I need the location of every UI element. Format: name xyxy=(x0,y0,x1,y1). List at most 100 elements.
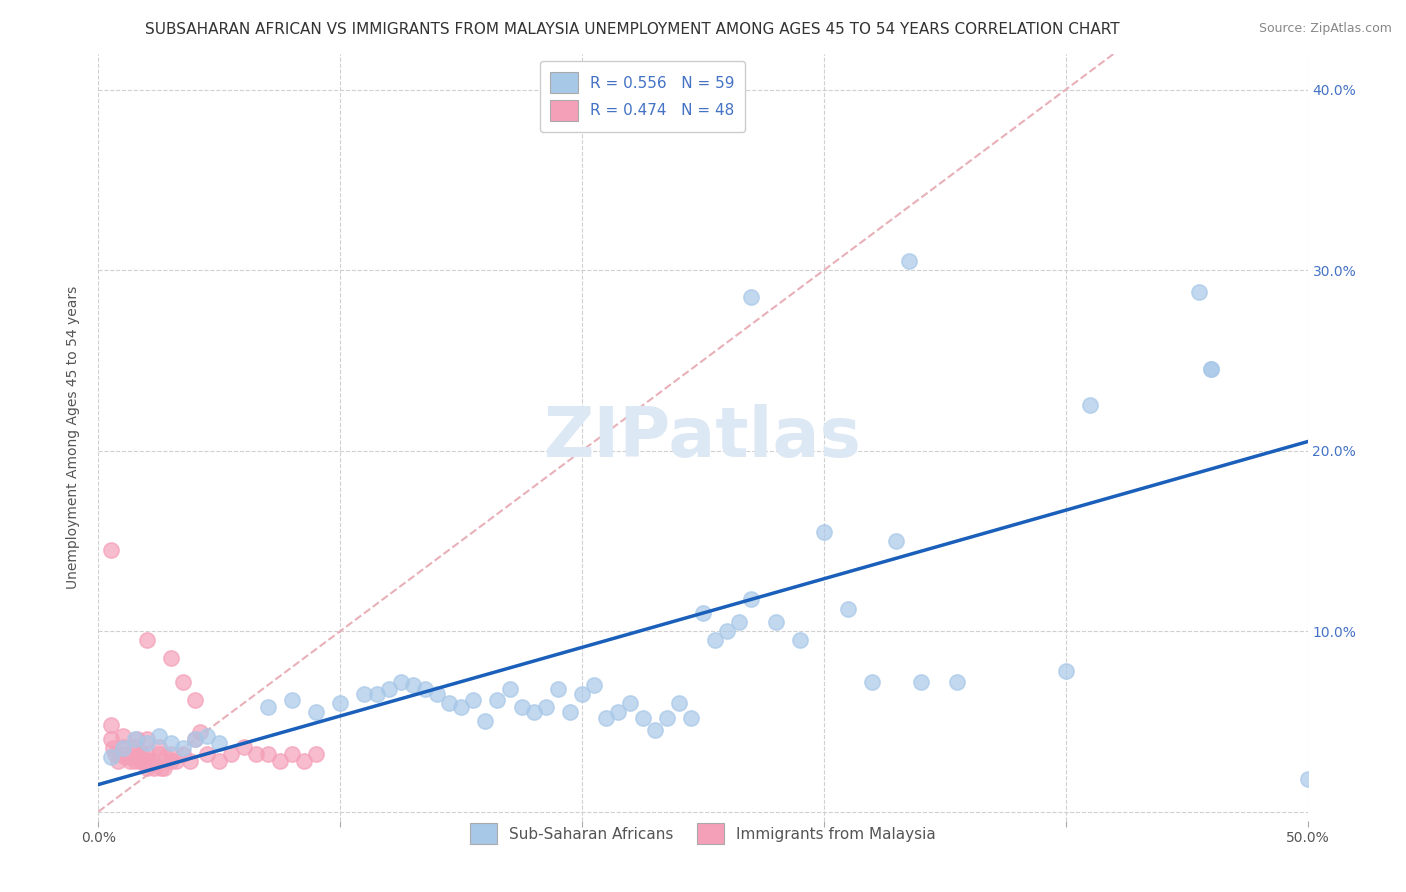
Legend: Sub-Saharan Africans, Immigrants from Malaysia: Sub-Saharan Africans, Immigrants from Ma… xyxy=(460,813,946,855)
Point xyxy=(148,729,170,743)
Point xyxy=(728,615,751,629)
Point xyxy=(208,736,231,750)
Point xyxy=(160,754,183,768)
Point xyxy=(655,711,678,725)
Point xyxy=(607,706,630,720)
Point xyxy=(131,754,153,768)
Point xyxy=(281,747,304,761)
Point xyxy=(389,674,412,689)
Point xyxy=(450,700,472,714)
Point xyxy=(152,761,174,775)
Point xyxy=(716,624,738,639)
Point xyxy=(143,761,166,775)
Point xyxy=(135,747,157,761)
Point xyxy=(281,692,304,706)
Point xyxy=(184,692,207,706)
Point xyxy=(111,729,134,743)
Point xyxy=(837,602,859,616)
Point xyxy=(100,542,122,557)
Point xyxy=(101,741,124,756)
Point xyxy=(583,678,606,692)
Point xyxy=(135,761,157,775)
Point xyxy=(474,714,496,729)
Point xyxy=(118,754,141,768)
Point xyxy=(138,754,160,768)
Point xyxy=(172,674,194,689)
Point xyxy=(860,674,883,689)
Point xyxy=(114,750,136,764)
Y-axis label: Unemployment Among Ages 45 to 54 years: Unemployment Among Ages 45 to 54 years xyxy=(66,285,80,589)
Point xyxy=(269,754,291,768)
Point xyxy=(111,741,134,756)
Point xyxy=(232,739,254,754)
Point xyxy=(127,747,149,761)
Point xyxy=(172,741,194,756)
Point xyxy=(148,747,170,761)
Point xyxy=(165,754,187,768)
Point xyxy=(1296,772,1319,786)
Point xyxy=(184,732,207,747)
Point xyxy=(124,732,146,747)
Point xyxy=(127,732,149,747)
Text: ZIPatlas: ZIPatlas xyxy=(544,403,862,471)
Point xyxy=(195,747,218,761)
Point xyxy=(208,754,231,768)
Point xyxy=(910,674,932,689)
Point xyxy=(765,615,787,629)
Point xyxy=(292,754,315,768)
Point xyxy=(256,700,278,714)
Point xyxy=(107,754,129,768)
Point xyxy=(463,692,485,706)
Point xyxy=(619,696,641,710)
Text: SUBSAHARAN AFRICAN VS IMMIGRANTS FROM MALAYSIA UNEMPLOYMENT AMONG AGES 45 TO 54 : SUBSAHARAN AFRICAN VS IMMIGRANTS FROM MA… xyxy=(145,22,1121,37)
Point xyxy=(558,706,581,720)
Point xyxy=(100,718,122,732)
Point xyxy=(498,681,520,696)
Point xyxy=(692,606,714,620)
Point xyxy=(668,696,690,710)
Point xyxy=(595,711,617,725)
Point xyxy=(155,750,177,764)
Point xyxy=(179,754,201,768)
Point xyxy=(135,732,157,747)
Point xyxy=(135,633,157,648)
Point xyxy=(111,739,134,754)
Point xyxy=(366,687,388,701)
Point xyxy=(100,732,122,747)
Point xyxy=(1054,664,1077,678)
Point xyxy=(1199,362,1222,376)
Point xyxy=(789,633,811,648)
Point xyxy=(426,687,449,701)
Point xyxy=(100,750,122,764)
Point xyxy=(437,696,460,710)
Point xyxy=(150,761,173,775)
Point xyxy=(128,754,150,768)
Point xyxy=(679,711,702,725)
Point xyxy=(135,736,157,750)
Point xyxy=(245,747,267,761)
Point xyxy=(571,687,593,701)
Point xyxy=(121,750,143,764)
Point xyxy=(740,290,762,304)
Point xyxy=(172,747,194,761)
Point xyxy=(1188,285,1211,299)
Point xyxy=(1078,399,1101,413)
Point xyxy=(160,736,183,750)
Point xyxy=(134,754,156,768)
Point xyxy=(305,747,328,761)
Point xyxy=(256,747,278,761)
Point xyxy=(813,524,835,539)
Point xyxy=(547,681,569,696)
Point xyxy=(886,533,908,548)
Point xyxy=(148,739,170,754)
Text: Source: ZipAtlas.com: Source: ZipAtlas.com xyxy=(1258,22,1392,36)
Point xyxy=(188,725,211,739)
Point xyxy=(160,747,183,761)
Point xyxy=(184,732,207,747)
Point xyxy=(329,696,352,710)
Point xyxy=(897,254,920,268)
Point xyxy=(740,591,762,606)
Point xyxy=(704,633,727,648)
Point xyxy=(377,681,399,696)
Point xyxy=(402,678,425,692)
